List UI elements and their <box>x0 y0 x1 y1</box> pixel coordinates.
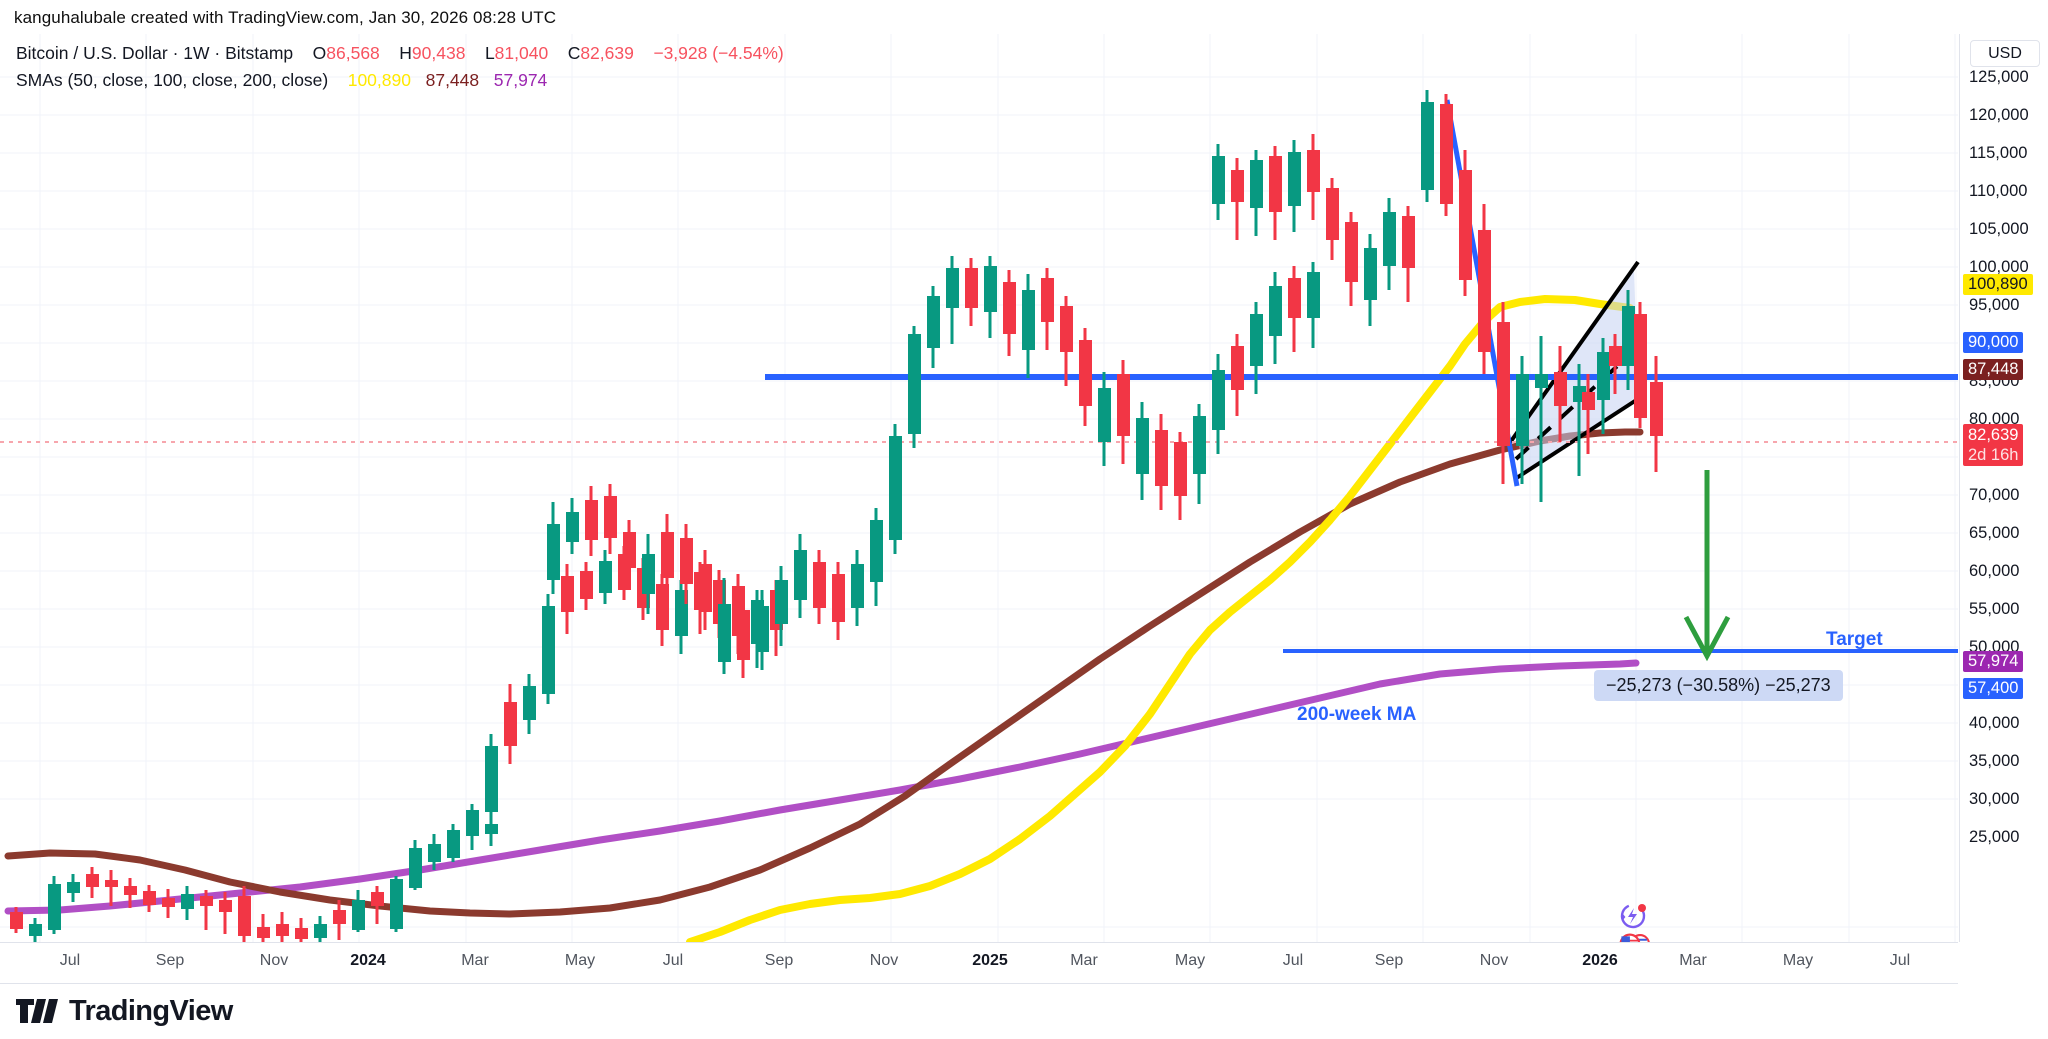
sma100-price-badge[interactable]: 87,448 <box>1963 359 2024 380</box>
open-label: O <box>312 43 327 63</box>
target-label: Target <box>1826 629 1883 650</box>
chart-plot-area[interactable]: Target 200-week MA −25,273 (−30.58%) −25… <box>0 34 1958 955</box>
change-value: −3,928 (−4.54%) <box>653 43 784 63</box>
attribution-text: kanguhalubale created with TradingView.c… <box>14 8 557 27</box>
measurement-tooltip[interactable]: −25,273 (−30.58%) −25,273 <box>1594 670 1843 701</box>
time-tick: Sep <box>764 952 794 969</box>
price-tick: 100,000 <box>1969 258 2029 276</box>
sma200-price-badge[interactable]: 57,974 <box>1963 651 2024 672</box>
last-price-value: 82,639 <box>1968 426 2019 444</box>
price-tick: 65,000 <box>1969 524 2020 542</box>
countdown-value: 2d 16h <box>1968 446 2019 465</box>
time-tick: 2025 <box>972 952 1008 969</box>
candlestick-series <box>10 90 1663 954</box>
price-axis[interactable]: USD 125,000 120,000 115,000 110,000 105,… <box>1959 34 2048 942</box>
close-label: C <box>567 43 581 63</box>
price-tick: 115,000 <box>1969 144 2028 162</box>
tradingview-wordmark: TradingView <box>69 995 233 1027</box>
price-tick: 55,000 <box>1969 600 2020 618</box>
time-tick: Mar <box>461 952 489 969</box>
close-value: 82,639 <box>580 43 634 63</box>
sma100-value: 87,448 <box>425 70 480 91</box>
high-label: H <box>399 43 412 63</box>
time-tick: Jul <box>1889 952 1911 969</box>
currency-label[interactable]: USD <box>1970 40 2040 67</box>
time-tick: Nov <box>259 952 289 969</box>
tradingview-logo[interactable]: TradingView <box>16 995 233 1028</box>
sma200-value: 57,974 <box>493 70 548 91</box>
price-tick: 120,000 <box>1969 106 2029 124</box>
time-axis[interactable]: Jul Sep Nov 2024 Mar May Jul Sep Nov 202… <box>0 942 1958 984</box>
high-value: 90,438 <box>411 43 466 63</box>
time-tick: May <box>1174 952 1206 969</box>
time-tick: Mar <box>1070 952 1098 969</box>
sma100-line <box>4 428 1644 918</box>
time-tick: May <box>1782 952 1814 969</box>
tradingview-mark-icon <box>16 998 58 1023</box>
time-tick: Nov <box>1479 952 1509 969</box>
price-tick: 80,000 <box>1969 410 2020 428</box>
price-tick: 105,000 <box>1969 220 2029 238</box>
time-tick: May <box>564 952 596 969</box>
sma200-line <box>4 659 1640 915</box>
price-tick: 95,000 <box>1969 296 2020 314</box>
time-tick: Sep <box>1374 952 1404 969</box>
sma50-price-badge[interactable]: 100,890 <box>1963 274 2033 295</box>
price-tick: 70,000 <box>1969 486 2020 504</box>
low-value: 81,040 <box>494 43 549 63</box>
time-tick: Mar <box>1679 952 1707 969</box>
time-tick: Jul <box>59 952 81 969</box>
price-tick: 35,000 <box>1969 752 2020 770</box>
open-value: 86,568 <box>326 43 380 63</box>
legend-ohlc-row: Bitcoin / U.S. Dollar · 1W · Bitstamp O8… <box>16 40 784 67</box>
chart-canvas <box>0 34 1958 954</box>
price-tick: 60,000 <box>1969 562 2020 580</box>
wedge-upper-trendline <box>1507 260 1640 446</box>
chart-legend[interactable]: Bitcoin / U.S. Dollar · 1W · Bitstamp O8… <box>16 40 784 94</box>
target-price-badge[interactable]: 57,400 <box>1963 678 2024 699</box>
resistance-price-badge[interactable]: 90,000 <box>1963 332 2024 353</box>
price-tick: 40,000 <box>1969 714 2020 732</box>
price-tick: 125,000 <box>1969 68 2029 86</box>
time-tick: Jul <box>662 952 684 969</box>
time-tick: Nov <box>869 952 899 969</box>
sparkle-lightning-icon[interactable] <box>1615 899 1649 933</box>
time-tick: Jul <box>1282 952 1304 969</box>
last-price-badge[interactable]: 82,639 2d 16h <box>1963 424 2024 467</box>
symbol-title[interactable]: Bitcoin / U.S. Dollar · 1W · Bitstamp <box>16 43 294 63</box>
price-tick: 30,000 <box>1969 790 2020 808</box>
price-tick: 110,000 <box>1969 182 2028 200</box>
price-tick: 25,000 <box>1969 828 2020 846</box>
legend-sma-row: SMAs (50, close, 100, close, 200, close)… <box>16 67 784 94</box>
time-tick: 2024 <box>350 952 386 969</box>
sma50-value: 100,890 <box>347 70 411 91</box>
sma-title[interactable]: SMAs (50, close, 100, close, 200, close) <box>16 70 329 91</box>
time-tick: Sep <box>155 952 185 969</box>
time-tick: 2026 <box>1582 952 1618 969</box>
target-arrow <box>1683 470 1731 662</box>
low-label: L <box>484 43 495 63</box>
ma-200-week-label: 200-week MA <box>1297 704 1417 725</box>
